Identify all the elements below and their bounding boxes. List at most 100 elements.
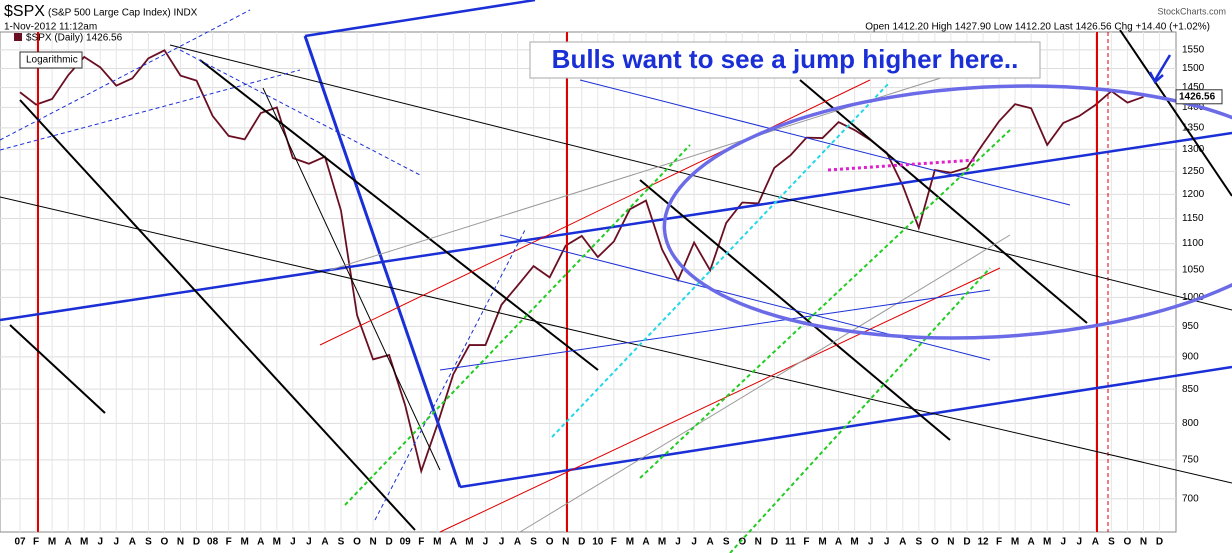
x-tick-label: N: [947, 537, 954, 548]
y-tick-label: 750: [1182, 454, 1199, 465]
x-tick-label: S: [530, 537, 537, 548]
symbol: $SPX: [4, 3, 45, 20]
last-price-box: [1175, 89, 1223, 105]
x-tick-label: A: [1028, 537, 1035, 548]
x-tick-label: N: [755, 537, 762, 548]
x-tick-label: A: [642, 537, 649, 548]
y-tick-label: 1500: [1182, 63, 1205, 74]
x-tick-label: N: [1140, 537, 1147, 548]
x-tick-label: S: [338, 537, 345, 548]
x-tick-label: J: [868, 537, 874, 548]
x-tick-label: F: [996, 537, 1002, 548]
x-tick-label: M: [1011, 537, 1019, 548]
marks: [19, 49, 1144, 475]
x-tick-label: A: [257, 537, 264, 548]
y-tick-label: 800: [1182, 418, 1199, 429]
y-tick-label: 1450: [1182, 82, 1205, 93]
scale-label: Logarithmic: [26, 55, 78, 66]
x-tick-label: A: [514, 537, 521, 548]
x-tick-label: M: [658, 537, 666, 548]
x-tick-label: 08: [207, 537, 219, 548]
y-tick-label: 700: [1182, 493, 1199, 504]
x-tick-label: O: [353, 537, 361, 548]
x-tick-label: J: [483, 537, 489, 548]
x-tick-label: S: [1108, 537, 1115, 548]
x-tick-label: D: [963, 537, 970, 548]
x-tick-label: M: [850, 537, 858, 548]
x-tick-label: S: [723, 537, 730, 548]
x-tick-label: F: [803, 537, 809, 548]
annotation: Bulls want to see a jump higher here..: [552, 44, 1019, 74]
x-tick-label: A: [835, 537, 842, 548]
x-tick-label: A: [65, 537, 72, 548]
y-tick-label: 1400: [1182, 102, 1205, 113]
x-tick-label: A: [899, 537, 906, 548]
x-tick-label: J: [1060, 537, 1066, 548]
x-tick-label: A: [321, 537, 328, 548]
x-tick-label: N: [177, 537, 184, 548]
x-tick-label: O: [738, 537, 746, 548]
x-tick-label: J: [97, 537, 103, 548]
source: StockCharts.com: [1157, 6, 1226, 16]
x-tick-label: J: [290, 537, 296, 548]
annotation-box: [529, 41, 1041, 79]
x-tick-label: M: [273, 537, 281, 548]
price-line: [19, 49, 1144, 475]
x-tick-label: J: [884, 537, 890, 548]
x-tick-label: J: [691, 537, 697, 548]
legend-swatch: [14, 33, 22, 41]
date: 1-Nov-2012 11:12am: [4, 22, 97, 33]
x-tick-label: D: [1156, 537, 1163, 548]
y-tick-label: 1050: [1182, 264, 1205, 275]
x-tick-label: M: [1043, 537, 1051, 548]
x-tick-label: D: [578, 537, 585, 548]
x-tick-label: N: [562, 537, 569, 548]
x-tick-label: M: [80, 537, 88, 548]
x-tick-label: A: [129, 537, 136, 548]
x-tick-label: M: [48, 537, 56, 548]
x-tick-label: 10: [592, 537, 604, 548]
last-price-label: 1426.56: [1179, 91, 1216, 102]
x-tick-label: D: [771, 537, 778, 548]
x-tick-label: M: [465, 537, 473, 548]
x-tick-label: J: [306, 537, 312, 548]
x-tick-label: M: [241, 537, 249, 548]
x-tick-label: 07: [14, 537, 26, 548]
plot-frame: [0, 31, 1177, 533]
x-tick-label: S: [915, 537, 922, 548]
x-tick-label: F: [33, 537, 39, 548]
x-tick-label: J: [499, 537, 505, 548]
x-tick-label: A: [1092, 537, 1099, 548]
x-tick-label: F: [418, 537, 424, 548]
x-tick-label: F: [226, 537, 232, 548]
y-tick-label: 1300: [1182, 144, 1205, 155]
x-tick-label: M: [626, 537, 634, 548]
y-tick-label: 1250: [1182, 166, 1205, 177]
quote: Open 1412.20 High 1427.90 Low 1412.20 La…: [865, 22, 1210, 33]
scale-box: [19, 51, 83, 69]
index-name: (S&P 500 Large Cap Index) INDX: [48, 8, 198, 19]
x-tick-label: M: [433, 537, 441, 548]
y-tick-label: 950: [1182, 321, 1199, 332]
y-tick-label: 1100: [1182, 238, 1204, 249]
x-tick-label: O: [1124, 537, 1132, 548]
x-tick-label: O: [161, 537, 169, 548]
x-tick-label: A: [707, 537, 714, 548]
x-tick-label: J: [675, 537, 681, 548]
x-tick-label: F: [611, 537, 617, 548]
grid: 700 750 800 850 900 950 1000 1050 1100 1150 1200 12…: [0, 32, 1205, 548]
y-tick-label: 1350: [1182, 123, 1205, 134]
x-tick-label: M: [818, 537, 826, 548]
y-tick-label: 1000: [1182, 292, 1205, 303]
y-tick-label: 1550: [1182, 45, 1205, 56]
x-tick-label: O: [931, 537, 939, 548]
x-tick-label: 11: [785, 537, 796, 548]
x-tick-label: J: [1077, 537, 1083, 548]
x-tick-label: J: [114, 537, 120, 548]
x-tick-label: S: [145, 537, 152, 548]
y-tick-label: 1200: [1182, 189, 1205, 200]
y-tick-label: 1150: [1182, 213, 1204, 224]
x-tick-label: D: [386, 537, 393, 548]
y-tick-label: 900: [1182, 352, 1199, 363]
